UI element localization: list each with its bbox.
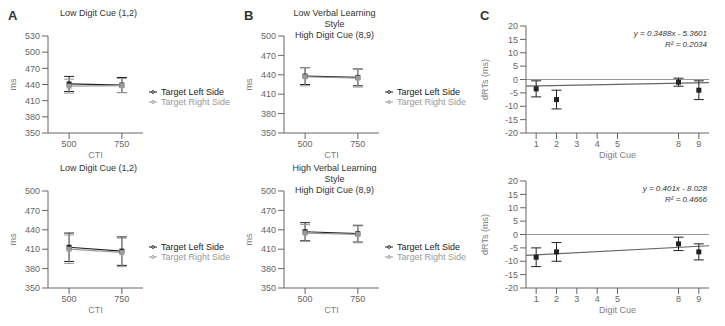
svg-text:8: 8: [676, 294, 681, 304]
svg-text:440: 440: [25, 80, 40, 90]
svg-text:380: 380: [25, 264, 40, 274]
html-text:y = 0.3488x - 5.3601 R² = 0.20: y = 0.3488x - 5.3601 R² = 0.2034: [633, 29, 707, 49]
svg-text:380: 380: [25, 112, 40, 122]
svg-text:380: 380: [261, 109, 276, 119]
svg-text:500: 500: [261, 31, 276, 41]
html-text:High Verbal Learning Style Hig: High Verbal Learning Style High Digit Cu…: [292, 163, 377, 195]
svg-text:440: 440: [25, 225, 40, 235]
svg-text:CTI: CTI: [324, 305, 339, 315]
svg-text:-5: -5: [510, 243, 518, 253]
svg-text:0: 0: [513, 230, 518, 240]
html-text:Low Verbal Learning Style High: Low Verbal Learning Style High Digit Cue…: [293, 8, 376, 40]
svg-text:20: 20: [508, 176, 518, 186]
svg-text:dRTs (ms): dRTs (ms): [480, 59, 490, 100]
svg-text:470: 470: [261, 206, 276, 216]
svg-text:4: 4: [595, 294, 600, 304]
svg-text:-20: -20: [505, 283, 518, 293]
svg-text:1: 1: [534, 294, 539, 304]
svg-text:15: 15: [508, 35, 518, 45]
svg-text:CTI: CTI: [88, 150, 103, 160]
svg-text:10: 10: [508, 48, 518, 58]
svg-text:9: 9: [696, 139, 701, 149]
svg-text:5: 5: [615, 294, 620, 304]
svg-text:2: 2: [554, 294, 559, 304]
svg-text:500: 500: [25, 186, 40, 196]
svg-text:ms: ms: [8, 233, 18, 245]
svg-text:500: 500: [298, 139, 313, 149]
svg-text:dRTs (ms): dRTs (ms): [480, 214, 490, 255]
svg-text:440: 440: [261, 70, 276, 80]
svg-text:20: 20: [508, 21, 518, 31]
svg-text:ms: ms: [244, 78, 254, 90]
svg-text:-15: -15: [505, 115, 518, 125]
html-text:Target Right Side: Target Right Side: [397, 251, 466, 262]
svg-text:380: 380: [261, 264, 276, 274]
svg-text:530: 530: [25, 31, 40, 41]
html-text:y = 0.401x - 8.028 R² = 0.4666: y = 0.401x - 8.028 R² = 0.4666: [642, 184, 707, 204]
svg-text:ms: ms: [244, 233, 254, 245]
svg-text:-10: -10: [505, 256, 518, 266]
svg-text:470: 470: [261, 51, 276, 61]
svg-text:410: 410: [25, 96, 40, 106]
svg-text:470: 470: [25, 206, 40, 216]
svg-text:15: 15: [508, 190, 518, 200]
svg-text:5: 5: [513, 61, 518, 71]
svg-text:410: 410: [25, 244, 40, 254]
svg-text:500: 500: [62, 294, 77, 304]
svg-text:410: 410: [261, 89, 276, 99]
svg-text:500: 500: [62, 139, 77, 149]
html-text:C: C: [480, 8, 490, 23]
svg-text:500: 500: [25, 47, 40, 57]
svg-text:0: 0: [513, 75, 518, 85]
svg-text:750: 750: [350, 294, 365, 304]
svg-text:CTI: CTI: [88, 305, 103, 315]
svg-text:410: 410: [261, 244, 276, 254]
svg-text:470: 470: [25, 64, 40, 74]
svg-text:9: 9: [696, 294, 701, 304]
svg-text:350: 350: [261, 283, 276, 293]
svg-text:2: 2: [554, 139, 559, 149]
svg-text:500: 500: [298, 294, 313, 304]
html-text:Target Right Side: Target Right Side: [161, 251, 230, 262]
svg-text:CTI: CTI: [324, 150, 339, 160]
svg-text:-10: -10: [505, 101, 518, 111]
svg-text:ms: ms: [8, 78, 18, 90]
html-text:Low Digit Cue (1,2): Low Digit Cue (1,2): [60, 163, 137, 173]
html-text:Target Right Side: Target Right Side: [397, 96, 466, 107]
svg-text:440: 440: [261, 225, 276, 235]
html-text:B: B: [244, 8, 254, 23]
html-text:Target Left Side: Target Left Side: [161, 86, 224, 97]
svg-text:4: 4: [595, 139, 600, 149]
svg-text:3: 3: [574, 294, 579, 304]
svg-text:5: 5: [615, 139, 620, 149]
svg-text:-20: -20: [505, 128, 518, 138]
svg-text:500: 500: [261, 186, 276, 196]
svg-text:8: 8: [676, 139, 681, 149]
svg-text:Digit Cue: Digit Cue: [599, 150, 636, 160]
svg-text:750: 750: [114, 294, 129, 304]
html-text:Target Left Side: Target Left Side: [161, 241, 224, 252]
svg-text:750: 750: [350, 139, 365, 149]
svg-text:10: 10: [508, 203, 518, 213]
html-text:A: A: [8, 8, 18, 23]
svg-text:350: 350: [261, 128, 276, 138]
html-text:Target Left Side: Target Left Side: [397, 241, 460, 252]
html-text:Target Left Side: Target Left Side: [397, 86, 460, 97]
svg-text:Digit Cue: Digit Cue: [599, 305, 636, 315]
svg-text:5: 5: [513, 216, 518, 226]
svg-text:350: 350: [25, 128, 40, 138]
html-text:Target Right Side: Target Right Side: [161, 96, 230, 107]
svg-text:-5: -5: [510, 88, 518, 98]
svg-text:750: 750: [114, 139, 129, 149]
html-text:Low Digit Cue (1,2): Low Digit Cue (1,2): [60, 8, 137, 18]
svg-text:350: 350: [25, 283, 40, 293]
svg-text:3: 3: [574, 139, 579, 149]
svg-text:-15: -15: [505, 270, 518, 280]
svg-text:1: 1: [534, 139, 539, 149]
